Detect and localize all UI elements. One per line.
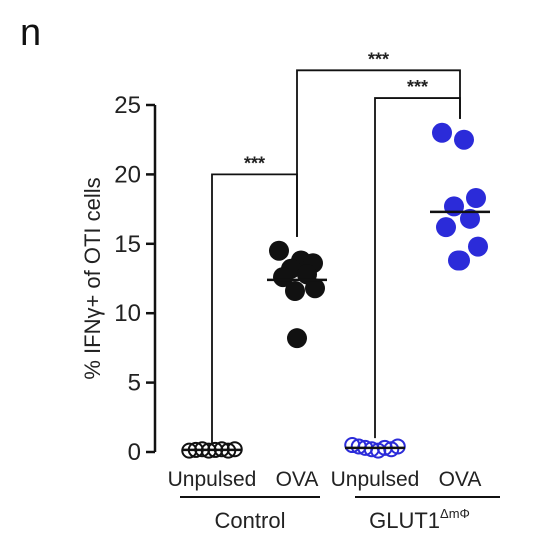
group-label-superscript: ΔmΦ: [440, 506, 470, 521]
axis-layer: [146, 103, 500, 498]
data-point: [287, 328, 307, 349]
data-point: [273, 267, 293, 288]
group-label: Control: [215, 508, 286, 533]
significance-bracket: [374, 97, 461, 439]
data-point: [454, 129, 474, 150]
x-category-label: OVA: [439, 468, 482, 491]
data-point: [432, 122, 452, 143]
y-tick-label: 10: [114, 300, 141, 327]
data-points: [181, 122, 490, 459]
significance-label: ***: [244, 153, 265, 173]
x-category-label: Unpulsed: [331, 468, 420, 491]
data-point: [468, 236, 488, 257]
data-point: [436, 217, 456, 238]
data-point: [450, 250, 470, 271]
significance-bracket: [211, 173, 298, 444]
significance-brackets: *** *** ***: [211, 49, 461, 444]
y-tick-label: 15: [114, 231, 141, 258]
significance-label: ***: [368, 49, 389, 69]
data-point: [444, 196, 464, 217]
data-point: [305, 278, 325, 299]
data-point: [389, 438, 406, 455]
x-category-label: Unpulsed: [168, 468, 257, 491]
panel-letter: n: [20, 12, 42, 54]
data-point: [460, 208, 480, 229]
y-tick-label: 25: [114, 92, 141, 119]
axis-labels: 0 5 10 15 20 25 % IFNγ+ of OTI cells Unpulsed OV…: [80, 92, 481, 533]
y-tick-label: 0: [128, 439, 141, 466]
group-label-text: GLUT1: [369, 508, 440, 533]
group-label: GLUT1ΔmΦ: [369, 506, 470, 533]
significance-label: ***: [407, 77, 428, 97]
significance-bracket: [296, 69, 461, 237]
y-tick-label: 20: [114, 161, 141, 188]
x-category-label: OVA: [276, 468, 319, 491]
data-point: [285, 280, 305, 301]
data-point: [269, 240, 289, 261]
group-label-text: Control: [215, 508, 286, 533]
data-point: [466, 187, 486, 208]
y-tick-label: 5: [128, 370, 141, 397]
y-axis-title: % IFNγ+ of OTI cells: [80, 177, 105, 379]
